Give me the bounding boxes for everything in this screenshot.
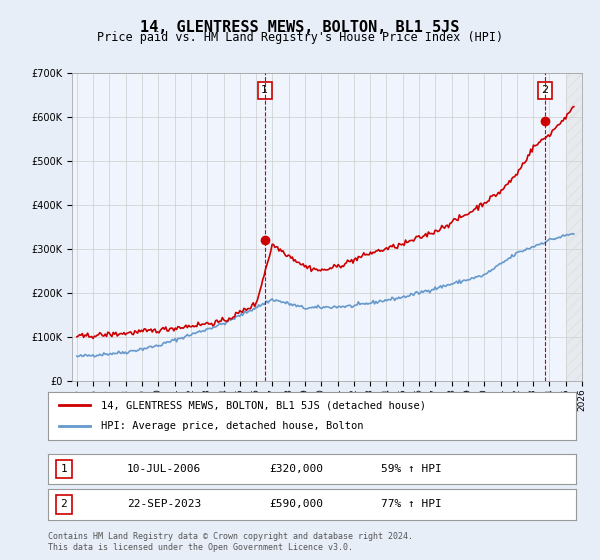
Text: 14, GLENTRESS MEWS, BOLTON, BL1 5JS: 14, GLENTRESS MEWS, BOLTON, BL1 5JS	[140, 20, 460, 35]
Text: 14, GLENTRESS MEWS, BOLTON, BL1 5JS (detached house): 14, GLENTRESS MEWS, BOLTON, BL1 5JS (det…	[101, 400, 426, 410]
Text: 22-SEP-2023: 22-SEP-2023	[127, 500, 202, 509]
Text: 10-JUL-2006: 10-JUL-2006	[127, 464, 202, 474]
Bar	[566, 73, 590, 381]
Text: HPI: Average price, detached house, Bolton: HPI: Average price, detached house, Bolt…	[101, 421, 364, 431]
Text: 77% ↑ HPI: 77% ↑ HPI	[380, 500, 442, 509]
Text: 1: 1	[61, 464, 67, 474]
Text: £590,000: £590,000	[270, 500, 324, 509]
Text: 2: 2	[541, 85, 548, 95]
Text: Contains HM Land Registry data © Crown copyright and database right 2024.
This d: Contains HM Land Registry data © Crown c…	[48, 532, 413, 552]
Text: 2: 2	[61, 500, 67, 509]
Text: £320,000: £320,000	[270, 464, 324, 474]
Text: Price paid vs. HM Land Registry's House Price Index (HPI): Price paid vs. HM Land Registry's House …	[97, 31, 503, 44]
Text: 59% ↑ HPI: 59% ↑ HPI	[380, 464, 442, 474]
Text: 1: 1	[261, 85, 268, 95]
